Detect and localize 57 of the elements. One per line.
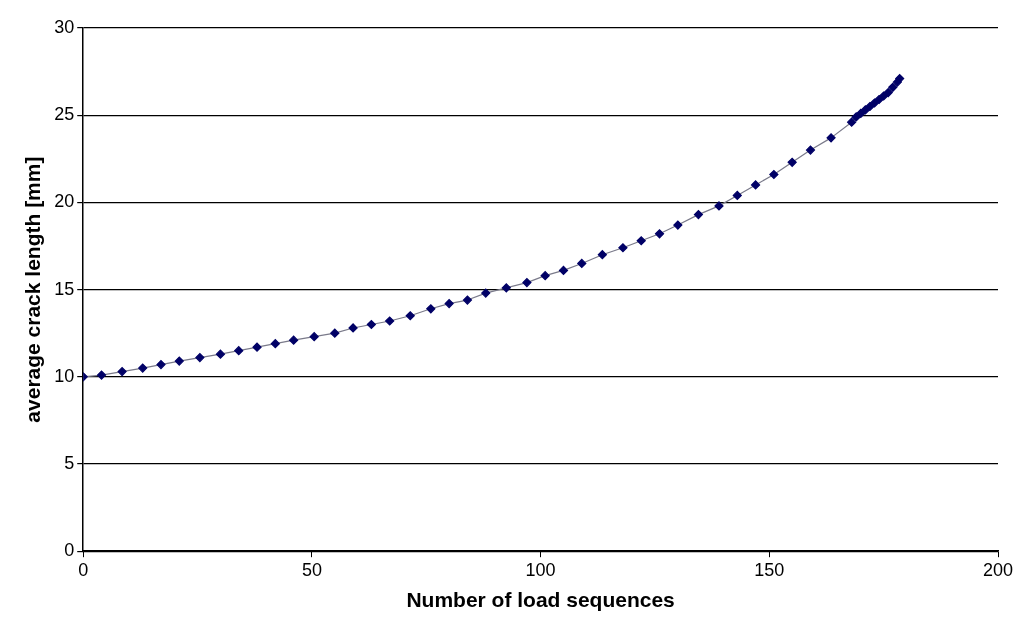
x-tick-label: 0 [78,559,89,580]
point [732,190,742,201]
point [577,258,587,269]
point [558,265,569,276]
point [138,363,148,373]
point [883,87,893,98]
point [888,82,898,92]
point [234,346,244,356]
point [895,73,905,84]
point [481,288,491,298]
y-tick-label: 20 [54,191,75,212]
point [366,319,376,330]
y-tick-label: 0 [64,540,75,561]
point [156,359,166,370]
point [309,332,319,342]
y-tick-label: 15 [54,278,75,299]
point [618,243,628,253]
point [540,271,550,281]
point [289,335,299,345]
point [426,304,436,314]
point [195,353,205,363]
point [462,295,473,305]
point [805,145,816,155]
point [673,220,683,230]
point [693,210,704,220]
x-tick-label: 150 [754,559,785,580]
point [348,323,358,333]
y-tick-label: 25 [54,104,75,125]
point [330,328,340,338]
point [636,236,646,246]
point [270,339,280,349]
point [787,157,797,167]
x-axis-title: Number of load sequences [406,588,675,612]
point [252,342,262,352]
point [174,356,184,366]
point [769,169,779,180]
point [597,250,607,260]
point [847,117,857,127]
point [405,311,415,321]
point [750,180,761,190]
point [385,316,395,326]
point [501,283,511,293]
point [522,278,532,288]
y-tick-label: 5 [64,452,75,473]
point [826,133,836,143]
x-tick-label: 50 [301,559,322,580]
point [215,349,226,359]
y-tick-label: 30 [54,16,75,37]
x-tick-label: 200 [982,559,1014,580]
x-tick-label: 100 [525,559,556,580]
y-tick-label: 10 [54,365,75,386]
point [117,366,127,377]
y-axis-title: average crack length [mm] [21,156,45,423]
point [714,201,724,211]
point [96,370,107,380]
point [444,298,454,309]
point [654,229,665,239]
